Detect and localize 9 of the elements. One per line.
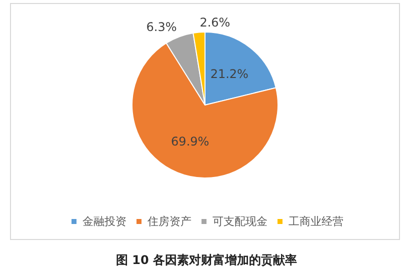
data-label: 2.6% [200, 15, 230, 30]
legend-label: 住房资产 [148, 215, 192, 228]
legend-label: 工商业经营 [288, 215, 344, 228]
legend-label: 金融投资 [82, 215, 126, 228]
legend-label: 可支配现金 [212, 215, 268, 228]
data-label: 69.9% [171, 134, 210, 149]
data-label: 6.3% [146, 20, 177, 34]
text: 图 10 各因素对财富增加的贡献率 [116, 253, 298, 267]
data-label: 21.2% [210, 66, 248, 81]
